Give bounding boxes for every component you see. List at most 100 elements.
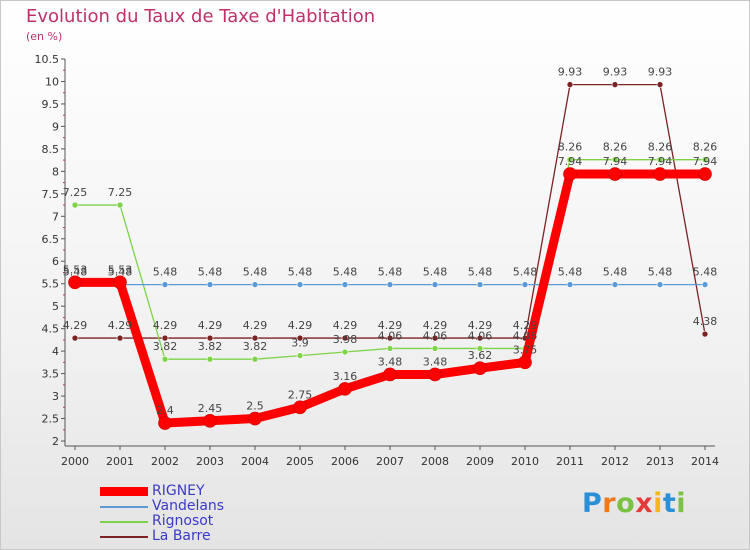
legend: RIGNEY Vandelans Rignosot La Barre xyxy=(100,484,224,544)
legend-item-vandelans: Vandelans xyxy=(100,499,224,514)
chart-subtitle: (en %) xyxy=(26,30,63,43)
data-label-vandelans: 5.48 xyxy=(108,266,133,279)
data-point-rigney xyxy=(563,167,577,181)
data-label-rigney: 7.94 xyxy=(558,155,583,168)
data-label-la-barre: 4.29 xyxy=(333,319,358,332)
data-point-rignosot xyxy=(611,156,619,163)
data-point-rigney xyxy=(158,416,172,430)
data-label-rignosot: 8.26 xyxy=(693,141,718,154)
data-point-vandelans xyxy=(206,281,214,288)
legend-item-la-barre: La Barre xyxy=(100,529,224,544)
data-label-rigney: 3.48 xyxy=(423,355,448,368)
data-label-rignosot: 7.25 xyxy=(63,186,88,199)
data-label-la-barre: 9.93 xyxy=(558,66,583,79)
data-label-la-barre: 4.29 xyxy=(243,319,268,332)
data-point-la-barre xyxy=(206,334,214,342)
data-point-rignosot xyxy=(386,345,394,352)
logo-letter: r xyxy=(602,488,617,519)
y-tick-label: 5.5 xyxy=(42,278,60,291)
legend-item-rigney: RIGNEY xyxy=(100,484,224,499)
data-point-la-barre xyxy=(476,334,484,342)
data-point-rignosot xyxy=(206,355,214,363)
data-label-vandelans: 5.48 xyxy=(423,266,448,279)
data-label-vandelans: 5.48 xyxy=(333,266,358,279)
legend-label-rigney: RIGNEY xyxy=(152,483,205,499)
y-tick-label: 10.5 xyxy=(35,53,60,66)
y-tick-label: 6 xyxy=(52,255,59,268)
data-label-vandelans: 5.48 xyxy=(558,266,583,279)
data-point-rigney xyxy=(68,275,82,290)
x-tick-label: 2002 xyxy=(151,455,179,468)
data-label-rigney: 2.45 xyxy=(198,402,223,415)
x-tick-label: 2006 xyxy=(331,455,359,468)
y-tick-label: 6.5 xyxy=(42,233,60,246)
y-tick-label: 10 xyxy=(45,75,59,88)
data-point-rignosot xyxy=(161,355,169,363)
data-label-rigney: 2.5 xyxy=(246,400,264,413)
data-point-rigney xyxy=(293,400,307,415)
data-label-vandelans: 5.48 xyxy=(243,266,268,279)
data-label-la-barre: 9.93 xyxy=(603,66,628,79)
x-tick-label: 2011 xyxy=(556,455,584,468)
y-tick-label: 3 xyxy=(52,390,59,403)
data-point-rignosot xyxy=(656,156,664,163)
legend-label-la-barre: La Barre xyxy=(152,528,211,544)
data-point-la-barre xyxy=(431,334,439,342)
data-label-vandelans: 5.48 xyxy=(198,266,223,279)
legend-label-vandelans: Vandelans xyxy=(152,498,225,514)
x-tick-label: 2003 xyxy=(196,455,224,468)
data-point-la-barre xyxy=(116,334,124,342)
data-point-rigney xyxy=(428,367,442,382)
data-point-rigney xyxy=(113,275,127,290)
x-tick-label: 2010 xyxy=(511,455,539,468)
series-line-la-barre xyxy=(74,83,706,339)
data-point-la-barre xyxy=(566,81,574,88)
legend-label-rignosot: Rignosot xyxy=(152,513,214,529)
y-tick-label: 4 xyxy=(52,345,59,358)
y-tick-label: 9.5 xyxy=(42,98,60,111)
x-tick-label: 2012 xyxy=(601,455,629,468)
data-label-vandelans: 5.48 xyxy=(468,266,493,279)
data-point-la-barre xyxy=(656,81,664,88)
data-label-rignosot: 3.82 xyxy=(198,340,223,353)
data-label-la-barre: 9.93 xyxy=(648,66,673,79)
data-point-vandelans xyxy=(296,281,304,288)
data-point-vandelans xyxy=(566,281,574,288)
y-tick-label: 9 xyxy=(52,120,59,133)
data-label-rignosot: 4.06 xyxy=(468,329,493,342)
data-point-rigney xyxy=(698,167,712,181)
legend-swatch-rigney xyxy=(100,487,148,496)
legend-swatch-la-barre xyxy=(100,535,148,538)
data-point-vandelans xyxy=(161,281,169,288)
data-label-la-barre: 4.29 xyxy=(153,319,178,332)
y-tick-label: 8 xyxy=(52,165,59,178)
x-tick-label: 2007 xyxy=(376,455,404,468)
data-label-vandelans: 5.48 xyxy=(693,266,718,279)
data-point-rigney xyxy=(608,167,622,181)
data-point-rigney xyxy=(518,355,532,370)
proxiti-logo: Proxiti xyxy=(582,488,686,519)
data-label-rigney: 5.53 xyxy=(63,263,88,276)
data-point-rignosot xyxy=(341,348,349,356)
data-point-vandelans xyxy=(476,281,484,288)
data-label-la-barre: 4.29 xyxy=(108,319,133,332)
x-tick-label: 2005 xyxy=(286,455,314,468)
data-label-vandelans: 5.48 xyxy=(513,266,538,279)
data-point-la-barre xyxy=(701,330,709,338)
data-label-rigney: 3.16 xyxy=(333,370,358,383)
data-label-vandelans: 5.48 xyxy=(648,266,673,279)
data-label-vandelans: 5.48 xyxy=(288,266,313,279)
data-point-rignosot xyxy=(431,345,439,352)
data-point-rignosot xyxy=(296,352,304,359)
data-label-rigney: 2.75 xyxy=(288,388,313,401)
data-point-rigney xyxy=(203,413,217,428)
y-tick-label: 7 xyxy=(52,210,59,223)
data-label-la-barre: 4.29 xyxy=(288,319,313,332)
data-label-rigney: 3.62 xyxy=(468,349,493,362)
x-tick-label: 2008 xyxy=(421,455,449,468)
data-point-rignosot xyxy=(116,201,124,209)
data-label-vandelans: 5.48 xyxy=(603,266,628,279)
data-label-rigney: 7.94 xyxy=(603,155,628,168)
